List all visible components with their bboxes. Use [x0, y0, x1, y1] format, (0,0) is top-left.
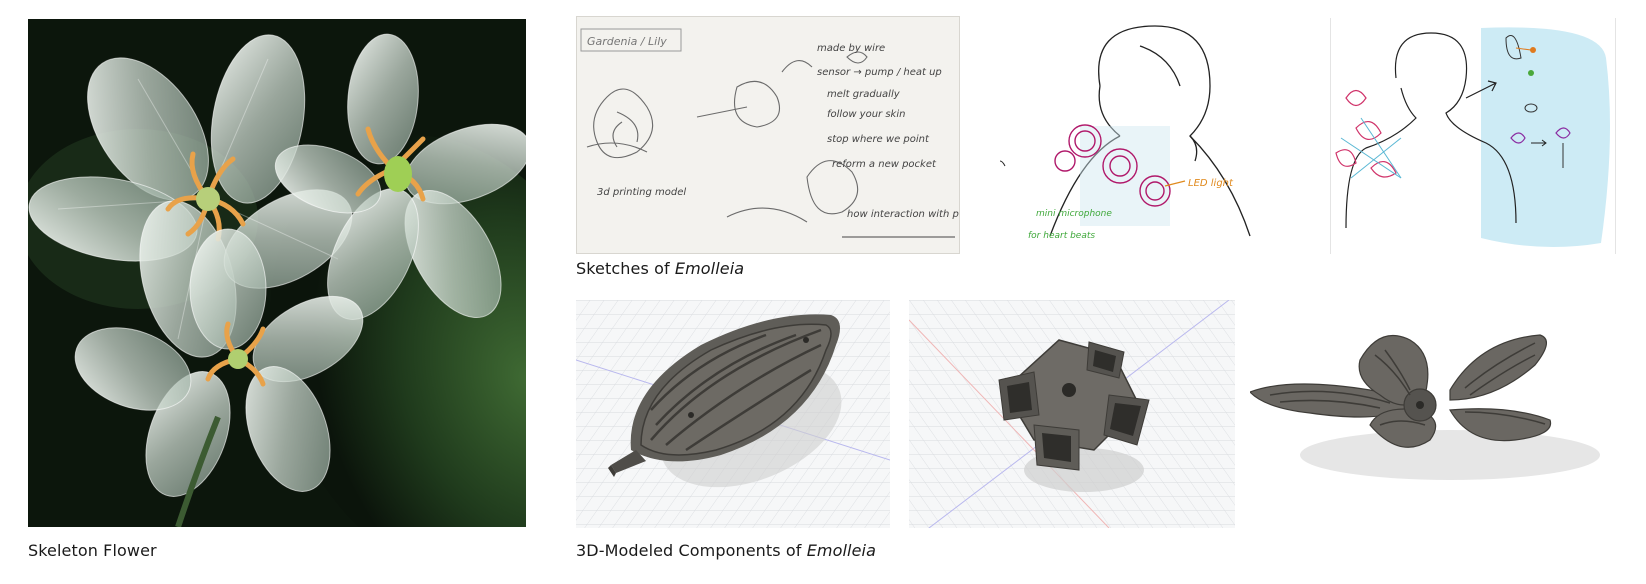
emolleia-figure-sketch: LED light mini microphone for heart beat…: [1000, 16, 1300, 254]
models-caption-prefix: 3D-Modeled Components of: [576, 541, 807, 560]
assembled-flower-model-render: [1250, 300, 1630, 528]
svg-text:mini microphone: mini microphone: [1036, 209, 1112, 219]
figure-sketch-drawing: LED light mini microphone for heart beat…: [1000, 25, 1251, 241]
sketches-caption-italic: Emolleia: [674, 259, 745, 278]
sketches-caption-prefix: Sketches of: [576, 259, 675, 278]
svg-text:stop where we point: stop where we point: [827, 134, 930, 145]
sketches-caption: Sketches of Emolleia: [576, 259, 744, 279]
emolleia-notes-sketch: Gardenia / Lily made by wire sensor → pu…: [576, 16, 960, 254]
hub-model-drawing: [909, 300, 1235, 528]
assembled-flower-drawing: [1250, 300, 1630, 528]
models-caption-italic: Emolleia: [806, 541, 876, 560]
models-caption: 3D-Modeled Components of Emolleia: [576, 541, 876, 561]
petal-model-render: [576, 300, 890, 528]
color-sketch-drawing: [1335, 27, 1610, 247]
notes-annotations: made by wire sensor → pump / heat up mel…: [597, 43, 960, 220]
svg-text:melt gradually: melt gradually: [827, 89, 901, 100]
led-light-label: LED light: [1188, 178, 1234, 189]
emolleia-color-sketch: [1330, 18, 1616, 254]
skeleton-flower-caption: Skeleton Flower: [28, 541, 157, 560]
skeleton-flower-photo: [28, 19, 526, 527]
skeleton-flower-illustration: [28, 19, 526, 527]
svg-text:reform a new pocket: reform a new pocket: [832, 159, 937, 170]
notes-sketch-drawing: Gardenia / Lily made by wire sensor → pu…: [580, 28, 960, 238]
svg-text:for heart beats: for heart beats: [1028, 231, 1095, 241]
svg-text:made by wire: made by wire: [817, 43, 885, 54]
svg-text:follow your skin: follow your skin: [827, 109, 905, 120]
svg-text:how interaction with people: how interaction with people: [847, 209, 960, 220]
side-scribble: [1000, 160, 1006, 167]
microphone-labels: mini microphone for heart beats: [1028, 209, 1112, 241]
hub-model-render: [909, 300, 1235, 528]
petal-model-drawing: [576, 300, 890, 528]
notes-title: Gardenia / Lily: [587, 35, 667, 48]
svg-text:sensor → pump / heat up: sensor → pump / heat up: [817, 67, 942, 78]
svg-text:3d printing model: 3d printing model: [597, 187, 686, 198]
